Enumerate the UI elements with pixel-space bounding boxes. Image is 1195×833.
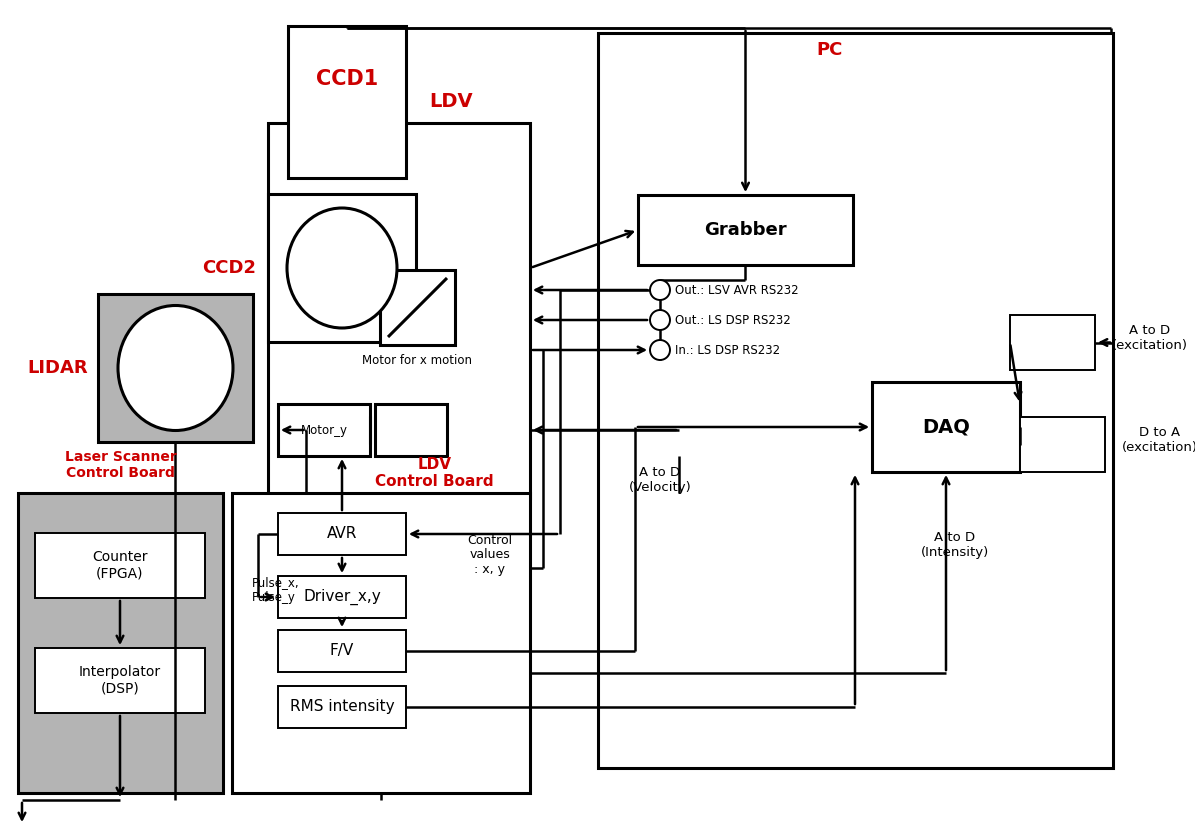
Text: D to A
(excitation): D to A (excitation) bbox=[1122, 426, 1195, 453]
Text: Out.: LS DSP RS232: Out.: LS DSP RS232 bbox=[675, 313, 791, 327]
Bar bbox=[288, 26, 406, 178]
Ellipse shape bbox=[118, 306, 233, 431]
Bar bbox=[598, 33, 1113, 768]
Circle shape bbox=[650, 280, 670, 300]
Text: A to D
(Intensity): A to D (Intensity) bbox=[921, 531, 989, 559]
Bar bbox=[872, 382, 1021, 472]
Text: Motor_y: Motor_y bbox=[300, 423, 348, 436]
Circle shape bbox=[650, 340, 670, 360]
Bar bbox=[1010, 315, 1095, 370]
Bar bbox=[278, 513, 406, 555]
Text: Grabber: Grabber bbox=[704, 221, 786, 239]
Bar bbox=[380, 270, 455, 345]
Circle shape bbox=[650, 310, 670, 330]
Text: Driver_x,y: Driver_x,y bbox=[304, 589, 381, 605]
Text: PC: PC bbox=[817, 41, 844, 59]
Text: Pulse_x,
Pulse_y: Pulse_x, Pulse_y bbox=[252, 576, 300, 604]
Text: RMS intensity: RMS intensity bbox=[289, 700, 394, 715]
Bar bbox=[278, 404, 370, 456]
Bar bbox=[18, 493, 223, 793]
Text: LDV
Control Board: LDV Control Board bbox=[375, 456, 494, 489]
Text: LIDAR: LIDAR bbox=[27, 359, 88, 377]
Text: AVR: AVR bbox=[326, 526, 357, 541]
Text: A to D
(excitation): A to D (excitation) bbox=[1113, 323, 1188, 352]
Bar bbox=[278, 576, 406, 618]
Text: Counter
(FPGA): Counter (FPGA) bbox=[92, 551, 148, 581]
Text: DAQ: DAQ bbox=[923, 417, 970, 436]
Text: Interpolator
(DSP): Interpolator (DSP) bbox=[79, 666, 161, 696]
Text: A to D
(Velocity): A to D (Velocity) bbox=[629, 466, 692, 494]
Bar bbox=[268, 123, 531, 498]
Bar bbox=[1021, 417, 1105, 472]
Bar bbox=[278, 630, 406, 672]
Text: CCD1: CCD1 bbox=[315, 69, 378, 89]
Text: Control
values
: x, y: Control values : x, y bbox=[467, 533, 513, 576]
Bar bbox=[35, 533, 206, 598]
Bar bbox=[278, 686, 406, 728]
Text: Laser Scanner
Control Board: Laser Scanner Control Board bbox=[65, 450, 177, 480]
Text: Motor for x motion: Motor for x motion bbox=[362, 353, 472, 367]
Text: F/V: F/V bbox=[330, 644, 354, 659]
Bar bbox=[35, 648, 206, 713]
Ellipse shape bbox=[287, 208, 397, 328]
Text: Out.: LSV AVR RS232: Out.: LSV AVR RS232 bbox=[675, 283, 798, 297]
Text: In.: LS DSP RS232: In.: LS DSP RS232 bbox=[675, 343, 780, 357]
Bar bbox=[232, 493, 531, 793]
Bar bbox=[375, 404, 447, 456]
Bar bbox=[268, 194, 416, 342]
Bar bbox=[638, 195, 853, 265]
Bar bbox=[98, 294, 253, 442]
Text: LDV: LDV bbox=[429, 92, 473, 111]
Text: CCD2: CCD2 bbox=[202, 259, 256, 277]
